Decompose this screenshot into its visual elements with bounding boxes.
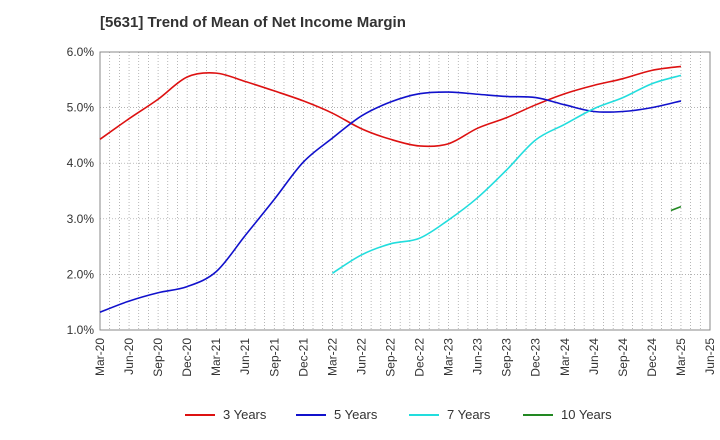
x-tick-label: Sep-21: [267, 338, 281, 377]
x-tick-label: Mar-20: [93, 338, 107, 376]
legend-label-7-years: 7 Years: [447, 407, 491, 422]
grid-lines: [99, 51, 711, 331]
x-tick-label: Mar-21: [209, 338, 223, 376]
y-tick-label: 1.0%: [67, 323, 95, 337]
y-tick-label: 2.0%: [67, 267, 95, 281]
y-tick-label: 5.0%: [67, 101, 95, 115]
legend: 3 Years 5 Years 7 Years 10 Years: [185, 407, 612, 422]
x-tick-label: Jun-24: [587, 338, 601, 375]
x-tick-label: Mar-24: [558, 338, 572, 376]
x-tick-label: Jun-23: [471, 338, 485, 375]
y-tick-label: 6.0%: [67, 45, 95, 59]
axes: [99, 51, 711, 331]
legend-label-10-years: 10 Years: [561, 407, 612, 422]
x-tick-label: Sep-20: [151, 338, 165, 377]
tick-labels: 1.0% 2.0% 3.0% 4.0% 5.0% 6.0% Mar-20 Jun-20 Sep-…: [67, 45, 717, 377]
x-tick-label: Dec-23: [529, 338, 543, 377]
y-tick-label: 4.0%: [67, 156, 95, 170]
x-tick-label: Sep-24: [616, 338, 630, 377]
series-line-10-years: [670, 205, 682, 212]
x-tick-label: Sep-23: [500, 338, 514, 377]
x-tick-label: Mar-25: [674, 338, 688, 376]
x-tick-label: Dec-24: [645, 338, 659, 377]
x-tick-label: Dec-22: [413, 338, 427, 377]
x-tick-label: Jun-21: [238, 338, 252, 375]
x-tick-label: Jun-20: [122, 338, 136, 375]
series-line-3-years: [99, 65, 682, 148]
x-tick-label: Jun-25: [703, 338, 717, 375]
x-tick-label: Jun-22: [354, 338, 368, 375]
x-tick-label: Dec-20: [180, 338, 194, 377]
series-line-5-years: [99, 91, 682, 313]
series-line-7-years: [331, 74, 682, 274]
y-tick-label: 3.0%: [67, 212, 95, 226]
legend-label-5-years: 5 Years: [334, 407, 378, 422]
x-tick-label: Mar-22: [325, 338, 339, 376]
x-tick-label: Mar-23: [442, 338, 456, 376]
legend-label-3-years: 3 Years: [223, 407, 267, 422]
plot-border: [99, 51, 711, 331]
x-tick-label: Dec-21: [296, 338, 310, 377]
chart-title: [5631] Trend of Mean of Net Income Margi…: [100, 14, 406, 31]
series-lines: [99, 65, 682, 313]
x-tick-label: Sep-22: [383, 338, 397, 377]
